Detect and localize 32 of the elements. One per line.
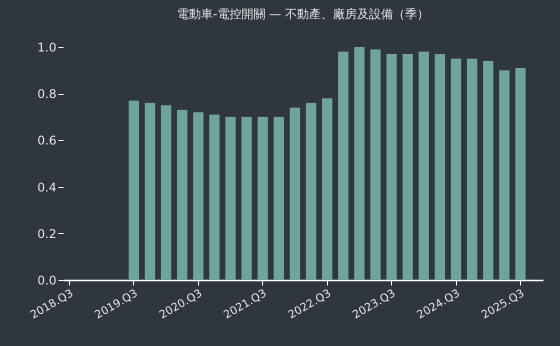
y-tick-label: 0.4	[37, 180, 56, 194]
bar	[193, 112, 204, 280]
bar	[434, 54, 446, 280]
y-tick-label: 0.8	[37, 87, 56, 102]
bar	[209, 114, 220, 280]
bar	[402, 54, 413, 280]
bar	[515, 68, 526, 280]
bar	[354, 47, 365, 280]
bar	[338, 52, 348, 280]
bar	[177, 110, 188, 280]
chart-title: 電動車-電控開關 — 不動產、廠房及設備（季）	[177, 7, 429, 21]
bar	[274, 116, 284, 280]
bar	[370, 49, 381, 280]
bar	[499, 70, 510, 280]
bar	[386, 54, 397, 280]
bar	[450, 58, 462, 280]
y-tick-label: 1.0	[37, 40, 56, 54]
y-tick-label: 0.6	[37, 134, 56, 148]
bar	[290, 108, 300, 280]
bar	[128, 100, 140, 280]
bar	[418, 52, 429, 280]
bar	[160, 105, 172, 280]
bar	[306, 102, 316, 280]
bar	[225, 116, 236, 280]
y-tick-label: 0.0	[37, 274, 56, 288]
bar	[322, 98, 332, 280]
y-tick-label: 0.2	[37, 226, 56, 241]
bar	[144, 102, 156, 280]
bar	[241, 116, 252, 280]
bar	[483, 60, 494, 280]
bar	[466, 58, 478, 280]
bar	[258, 116, 268, 280]
